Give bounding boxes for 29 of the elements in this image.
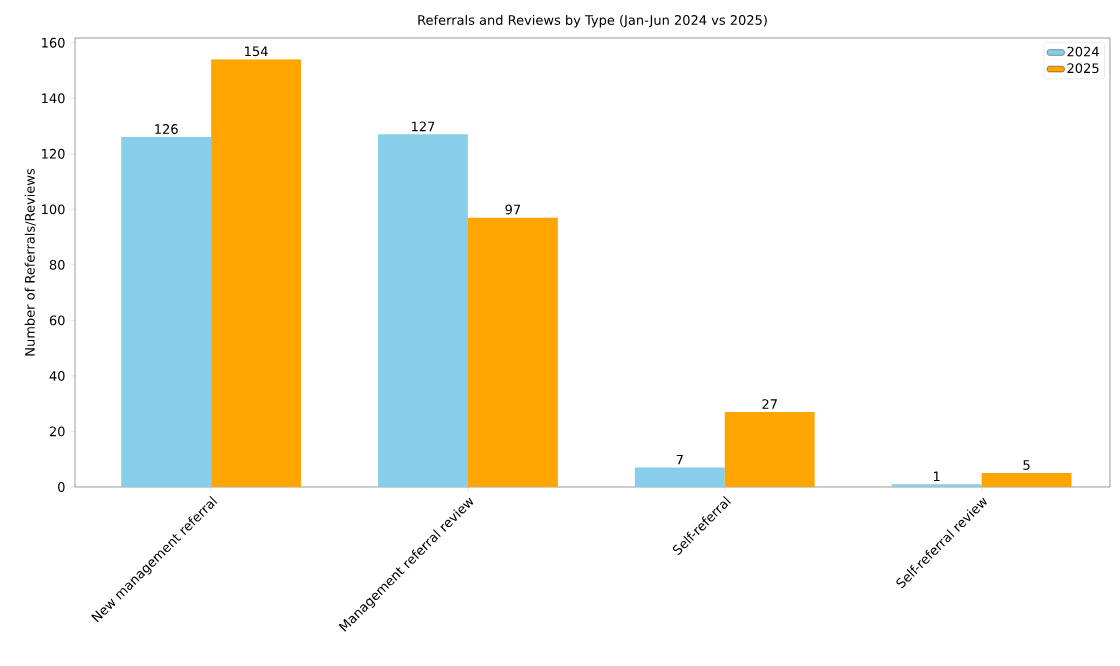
y-tick-label: 120 [42,148,65,159]
data-label: 97 [505,204,521,215]
data-label: 5 [1023,460,1030,470]
bar [467,217,558,487]
y-tick-label: 40 [49,371,65,381]
y-tick-label: 160 [42,37,65,48]
y-axis-title: Number of Referrals/Reviews [24,168,36,356]
data-label: 154 [245,46,268,57]
bar [211,59,302,487]
y-tick-label: 20 [49,426,65,437]
data-label: 7 [676,454,683,465]
data-label: 127 [412,121,435,132]
data-label: 27 [762,399,777,409]
bar [121,137,212,487]
y-tick-label: 100 [42,204,65,215]
data-label: 126 [155,124,178,134]
y-tick-label: 80 [49,259,65,270]
bar [891,484,982,487]
bar [634,467,725,487]
bar [378,134,468,487]
data-label: 1 [933,471,940,482]
legend-label: 2024 [1067,46,1099,57]
bar [981,473,1072,487]
chart-title: Referrals and Reviews by Type (Jan-Jun 2024 vs 2025) [418,14,767,28]
y-tick-label: 0 [58,482,65,492]
legend-label: 2025 [1067,63,1099,74]
y-tick-label: 60 [49,315,65,326]
y-tick-label: 140 [42,93,65,104]
bar [724,412,815,487]
